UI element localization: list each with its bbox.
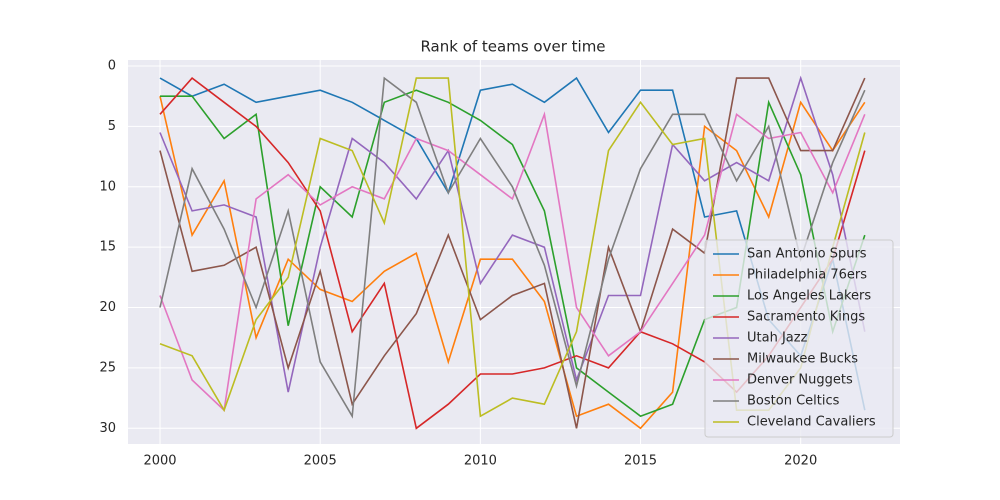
x-tick-label: 2005 (304, 454, 337, 469)
y-tick-label: 10 (99, 179, 116, 194)
chart-title: Rank of teams over time (420, 38, 605, 56)
legend-label: Utah Jazz (747, 331, 808, 346)
legend-label: Denver Nuggets (747, 373, 853, 388)
y-tick-label: 30 (99, 421, 116, 436)
legend-box (704, 239, 894, 438)
legend-label: Milwaukee Bucks (747, 352, 858, 367)
legend-label: Boston Celtics (747, 394, 840, 409)
x-tick-label: 2000 (143, 454, 176, 469)
series-line (159, 75, 866, 393)
x-tick-label: 2020 (784, 454, 817, 469)
legend-label: Cleveland Cavaliers (747, 415, 876, 430)
legend-label: San Antonio Spurs (747, 247, 867, 262)
y-tick-label: 0 (108, 59, 116, 74)
y-tick-label: 20 (99, 300, 116, 315)
series-line (160, 89, 866, 418)
x-tick-label: 2010 (464, 454, 497, 469)
series-line (159, 111, 866, 412)
legend-label: Los Angeles Lakers (747, 289, 871, 304)
y-tick-label: 25 (99, 360, 116, 375)
legend-label: Sacramento Kings (747, 310, 865, 325)
series-line (159, 96, 866, 430)
series-line (159, 77, 866, 429)
x-tick-label: 2015 (624, 454, 657, 469)
series-line (159, 76, 866, 419)
y-tick-label: 5 (108, 119, 116, 134)
y-tick-label: 15 (99, 240, 116, 255)
legend-label: Philadelphia 76ers (747, 268, 867, 283)
